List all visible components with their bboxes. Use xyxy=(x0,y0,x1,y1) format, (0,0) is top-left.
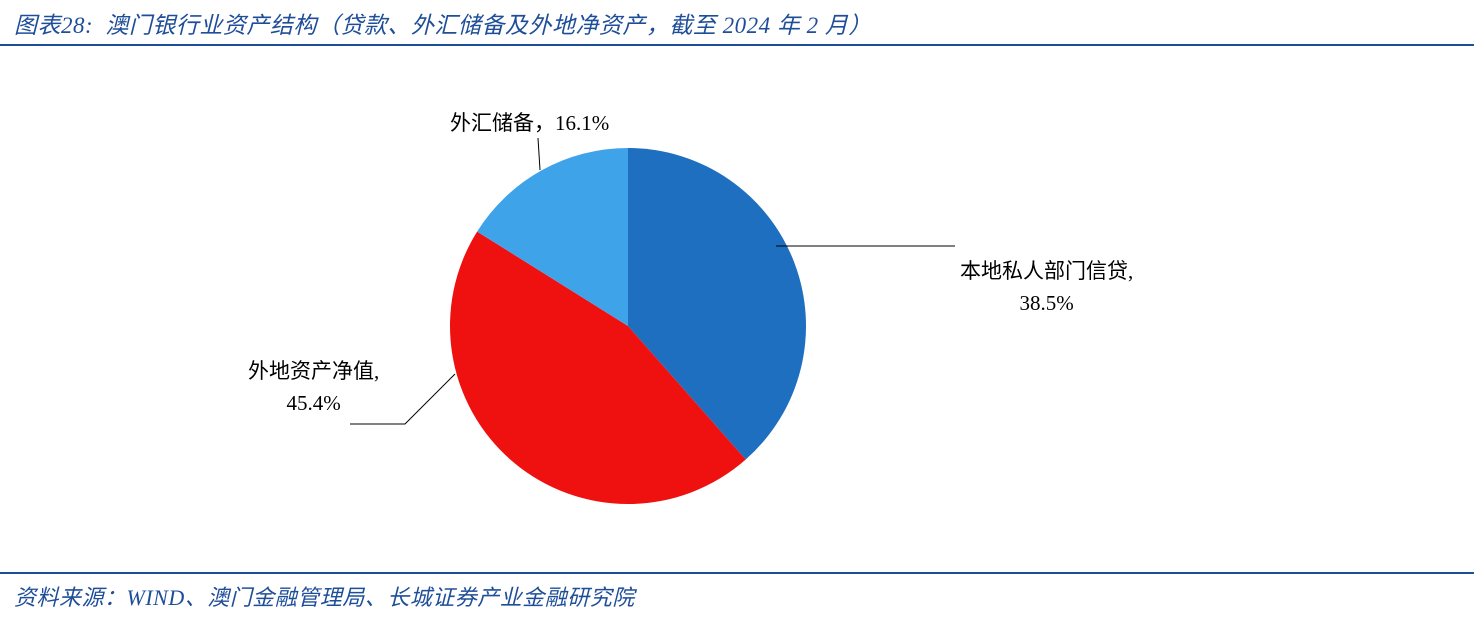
chart-title-prefix: 图表28: xyxy=(14,13,93,38)
pie-chart-area: 本地私人部门信贷,38.5% 外地资产净值,45.4% 外汇储备，16.1% xyxy=(0,46,1474,556)
chart-title-row: 图表28: 澳门银行业资产结构（贷款、外汇储备及外地净资产，截至 2024 年 … xyxy=(0,0,1474,46)
chart-title-text: 澳门银行业资产结构（贷款、外汇储备及外地净资产，截至 2024 年 2 月） xyxy=(105,13,872,38)
pie-chart-svg xyxy=(0,46,1474,556)
slice-label-2: 外汇储备，16.1% xyxy=(450,108,609,140)
slice-label-line2: 38.5% xyxy=(960,288,1133,320)
slice-label-line1: 外汇储备，16.1% xyxy=(450,108,609,140)
slice-label-0: 本地私人部门信贷,38.5% xyxy=(960,256,1133,319)
chart-source-row: 资料来源：WIND、澳门金融管理局、长城证券产业金融研究院 xyxy=(0,572,1474,612)
slice-label-line2: 45.4% xyxy=(248,388,379,420)
slice-label-line1: 外地资产净值, xyxy=(248,356,379,388)
chart-source-text: 资料来源：WIND、澳门金融管理局、长城证券产业金融研究院 xyxy=(14,585,635,610)
slice-label-1: 外地资产净值,45.4% xyxy=(248,356,379,419)
leader-line xyxy=(538,138,540,170)
slice-label-line1: 本地私人部门信贷, xyxy=(960,256,1133,288)
